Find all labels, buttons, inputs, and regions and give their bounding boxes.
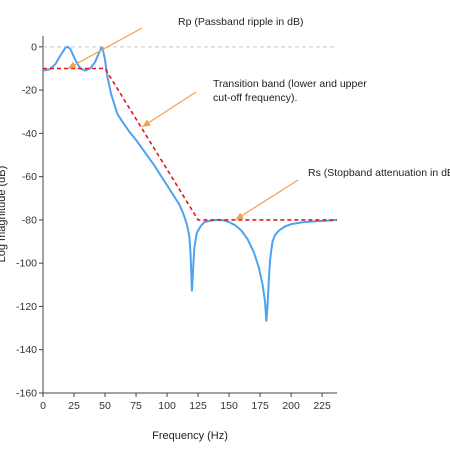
- transition-arrowhead: [142, 119, 151, 127]
- rp-annotation: Rp (Passband ripple in dB): [178, 16, 303, 28]
- y-axis-title: Log magnitude (dB): [0, 166, 8, 263]
- x-tick-label: 125: [189, 400, 207, 412]
- y-tick-label: -100: [16, 258, 37, 270]
- rp-arrowhead: [67, 61, 77, 69]
- transition-annotation-line2: cut-off frequency).: [213, 92, 297, 104]
- rs-arrowhead: [235, 212, 244, 220]
- transition-arrow: [141, 91, 197, 128]
- x-tick-label: 100: [158, 400, 176, 412]
- y-tick-label: -80: [22, 214, 37, 226]
- plot-area: [43, 45, 337, 322]
- annotations: Rp (Passband ripple in dB) Transition ba…: [67, 16, 450, 221]
- rp-arrow: [67, 27, 143, 69]
- y-tick-label: -160: [16, 388, 37, 400]
- x-tick-label: 0: [40, 400, 46, 412]
- transition-annotation-line1: Transition band (lower and upper: [213, 78, 367, 90]
- y-ticks: 0 -20 -40 -60 -80 -100 -120 -140 -160: [16, 41, 43, 400]
- x-tick-label: 50: [99, 400, 111, 412]
- axes: [42, 36, 337, 394]
- y-tick-label: -20: [22, 85, 37, 97]
- x-tick-label: 75: [130, 400, 142, 412]
- x-tick-label: 25: [68, 400, 80, 412]
- x-tick-label: 200: [282, 400, 300, 412]
- rs-arrow: [234, 179, 299, 221]
- y-tick-label: -140: [16, 344, 37, 356]
- x-ticks: 0 25 50 75 100 125 150 175 200 225: [40, 393, 331, 412]
- magnitude-response-line: [43, 45, 337, 322]
- x-tick-label: 150: [220, 400, 238, 412]
- y-tick-label: 0: [31, 41, 37, 53]
- y-tick-label: -120: [16, 301, 37, 313]
- x-tick-label: 175: [251, 400, 269, 412]
- y-tick-label: -40: [22, 128, 37, 140]
- spec-template-dashed-line: [43, 67, 337, 221]
- y-tick-label: -60: [22, 171, 37, 183]
- rs-annotation: Rs (Stopband attenuation in dB): [308, 167, 450, 179]
- x-axis-title: Frequency (Hz): [152, 430, 228, 442]
- x-tick-label: 225: [313, 400, 331, 412]
